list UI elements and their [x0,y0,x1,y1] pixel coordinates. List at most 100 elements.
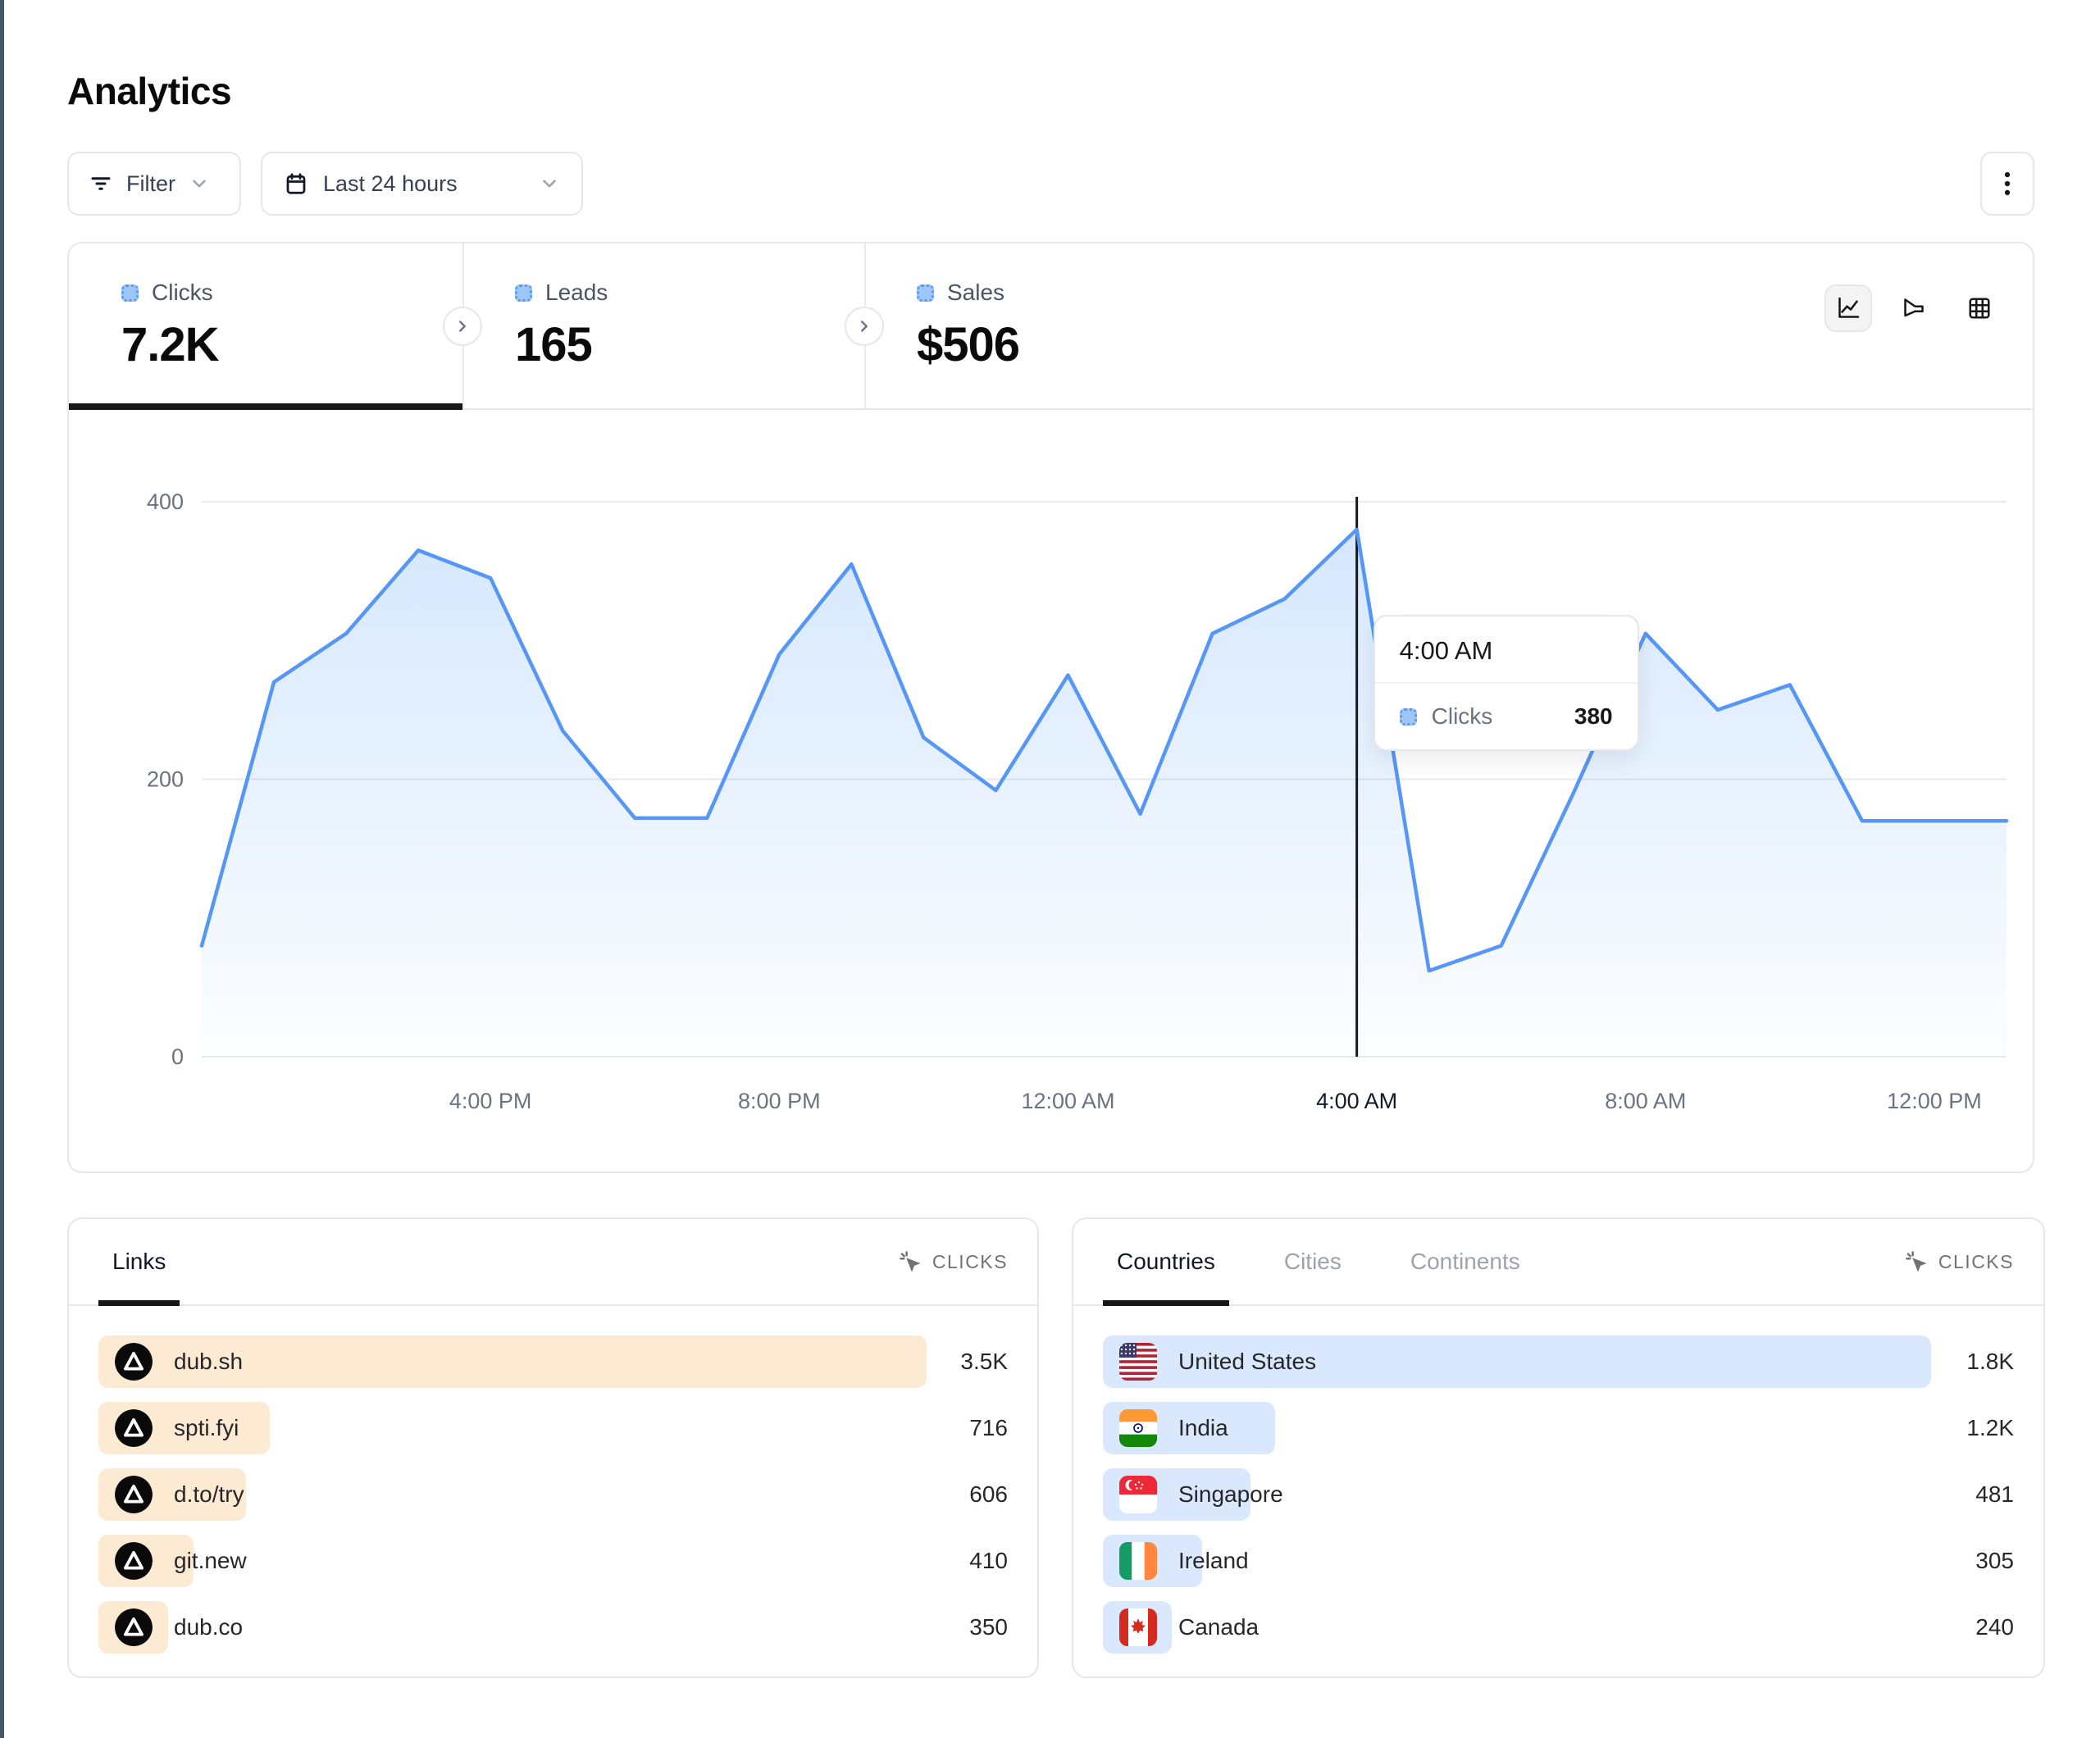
metric-label: CLICKS [1938,1250,2014,1272]
svg-text:400: 400 [147,489,184,514]
stat-label: Sales [947,280,1005,305]
dub-logo-icon [115,1343,153,1381]
link-row[interactable]: d.to/try 606 [98,1468,1008,1521]
clicks-time-series-chart[interactable]: 0 200 400 4:00 PM 8:00 PM 12:00 AM 4:00 AM 8:00… [69,410,2033,1173]
svg-text:0: 0 [171,1044,184,1069]
kebab-menu-icon [1995,170,2020,198]
tooltip-time-label: 4:00 AM [1374,616,1638,684]
tooltip-series-value: 380 [1574,703,1613,729]
tab-label: Cities [1283,1249,1342,1274]
link-clicks-value: 606 [969,1481,1008,1507]
country-clicks-value: 1.8K [1966,1349,2014,1374]
sales-legend-square-icon [917,284,934,302]
country-row[interactable]: Canada 240 [1103,1601,2014,1654]
country-label: Singapore [1178,1481,1283,1507]
tooltip-legend-square-icon [1399,707,1417,726]
country-label: India [1178,1415,1228,1440]
clicks-legend-square-icon [121,284,139,302]
links-panel-header: Links CLICKS [69,1219,1037,1306]
calendar-icon [284,171,308,196]
chevron-down-icon [189,173,210,194]
date-range-label: Last 24 hours [323,171,458,196]
tab-links[interactable]: Links [98,1219,180,1306]
links-list: dub.sh 3.5K spti.fyi 716 d.to/try [98,1335,1008,1654]
cursor-click-icon [1904,1249,1929,1274]
dub-logo-icon [115,1409,153,1447]
svg-text:12:00 PM: 12:00 PM [1887,1089,1982,1113]
date-range-button[interactable]: Last 24 hours [261,152,583,216]
link-row[interactable]: dub.co 350 [98,1601,1008,1654]
country-flag-icon [1119,1409,1157,1447]
link-label: d.to/try [174,1481,244,1507]
link-label: git.new [174,1548,247,1573]
country-flag-icon [1119,1476,1157,1513]
svg-text:12:00 AM: 12:00 AM [1021,1089,1114,1113]
table-grid-icon [1969,298,1990,319]
link-row[interactable]: git.new 410 [98,1535,1008,1587]
link-clicks-value: 716 [969,1415,1008,1440]
link-label: dub.sh [174,1349,244,1374]
country-clicks-value: 240 [1975,1614,2014,1640]
countries-list: United States 1.8K India 1.2K Singapore … [1103,1335,2014,1654]
active-stat-underline [69,403,462,410]
country-flag-icon [1119,1542,1157,1580]
filter-button[interactable]: Filter [67,152,241,216]
chevron-right-icon [861,321,868,332]
leads-legend-square-icon [515,284,532,302]
panel-tab[interactable]: Continents [1396,1219,1534,1304]
stat-card-clicks[interactable]: Clicks 7.2K [69,243,462,408]
chart-tooltip: 4:00 AM Clicks 380 [1373,615,1639,751]
svg-text:8:00 AM: 8:00 AM [1605,1089,1686,1113]
link-bar [98,1335,927,1388]
link-label: dub.co [174,1614,244,1640]
expand-stats-button[interactable] [845,307,884,346]
dub-logo-icon [115,1542,153,1580]
svg-text:4:00 PM: 4:00 PM [449,1089,532,1113]
svg-text:4:00 AM: 4:00 AM [1316,1089,1397,1113]
expand-stats-button[interactable] [443,307,482,346]
country-clicks-value: 305 [1975,1548,2014,1573]
panel-tab[interactable]: Cities [1270,1219,1355,1304]
more-options-button[interactable] [1980,152,2034,216]
country-row[interactable]: Singapore 481 [1103,1468,2014,1521]
country-clicks-value: 1.2K [1966,1415,2014,1440]
funnel-chart-icon [1904,298,1924,317]
links-panel: Links CLICKS dub.sh 3.5 [67,1217,1039,1678]
stat-card-leads[interactable]: Leads 165 [462,243,864,408]
country-row[interactable]: Ireland 305 [1103,1535,2014,1587]
link-clicks-value: 3.5K [960,1349,1008,1374]
tab-label: Continents [1410,1249,1520,1274]
country-label: Canada [1178,1614,1260,1640]
page-title: Analytics [67,70,232,112]
link-label: spti.fyi [174,1415,239,1440]
link-row[interactable]: spti.fyi 716 [98,1402,1008,1454]
clicks-metric-header[interactable]: CLICKS [898,1249,1008,1274]
clicks-metric-header[interactable]: CLICKS [1904,1249,2014,1274]
stat-card-sales[interactable]: Sales $506 [864,243,1274,408]
stat-value: 165 [515,318,593,371]
analytics-card: Clicks 7.2K Leads 165 Sales $506 [67,242,2034,1173]
dub-logo-icon [115,1608,153,1646]
tab-label: Countries [1117,1249,1215,1274]
link-row[interactable]: dub.sh 3.5K [98,1335,1008,1388]
chart-type-table-button[interactable] [1956,284,2003,332]
svg-text:200: 200 [147,767,184,792]
panel-tab[interactable]: Countries [1103,1219,1229,1306]
stat-value: $506 [917,318,1020,371]
cursor-click-icon [898,1249,922,1274]
country-clicks-value: 481 [1975,1481,2014,1507]
countries-panel: Countries Cities Continents CLICKS Unite… [1072,1217,2045,1678]
metric-label: CLICKS [932,1250,1008,1272]
country-row[interactable]: United States 1.8K [1103,1335,2014,1388]
tooltip-series-label: Clicks [1431,703,1493,729]
chart-type-funnel-button[interactable] [1890,284,1938,332]
country-row[interactable]: India 1.2K [1103,1402,2014,1454]
country-flag-icon [1119,1343,1157,1381]
tab-label: Links [112,1249,166,1274]
country-bar [1103,1335,1931,1388]
chart-type-line-button[interactable] [1824,284,1872,332]
left-accent-strip [0,0,4,1738]
area-chart-svg: 0 200 400 4:00 PM 8:00 PM 12:00 AM 4:00 AM 8:00… [147,489,2009,1113]
country-label: United States [1178,1349,1317,1374]
